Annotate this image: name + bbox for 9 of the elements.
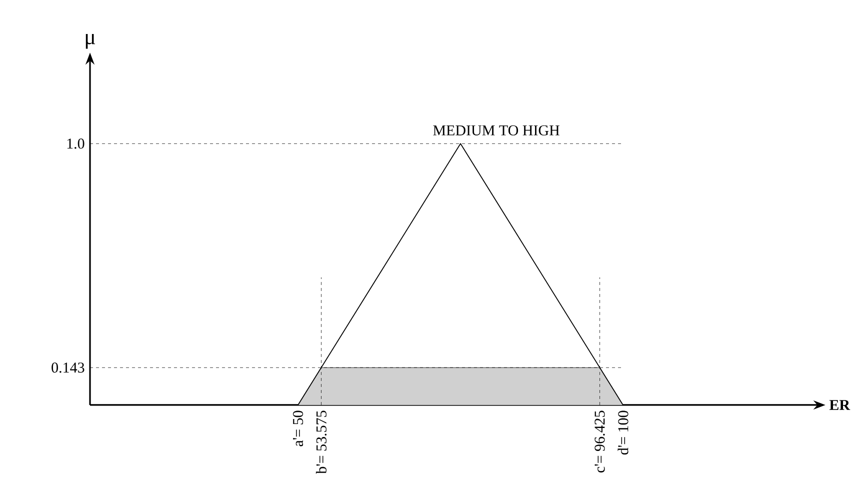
annotation: MEDIUM TO HIGH: [433, 125, 560, 136]
x-tick-label: c'= 96.425: [594, 410, 605, 472]
x-tick-label: b'= 53.575: [316, 410, 327, 474]
x-axis-title: ER: [829, 400, 850, 410]
x-tick-label: a'= 50: [292, 410, 304, 446]
x-tick-label: d'= 100: [618, 410, 628, 455]
y-tick-label: 1.0: [67, 138, 84, 149]
y-axis-title: μ: [86, 34, 96, 49]
y-tick-label: 0.143: [52, 362, 84, 373]
